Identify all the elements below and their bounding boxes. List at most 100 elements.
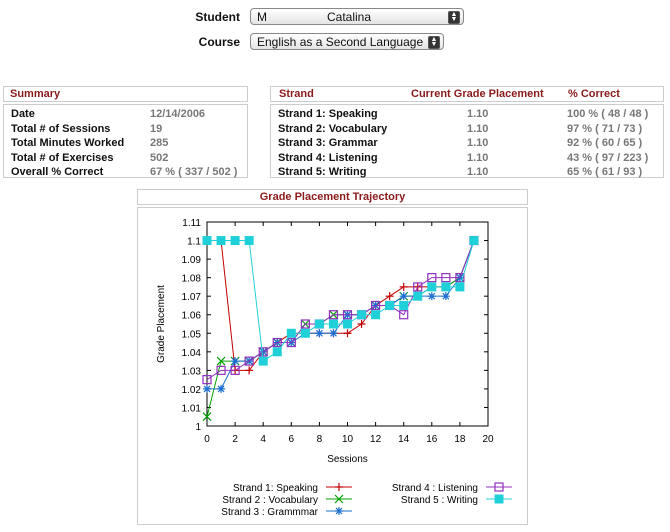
y-tick-label: 1.01 [182,403,202,414]
y-tick-label: 1 [195,422,201,433]
strand-name: Strand 1: Speaking [278,108,378,120]
series-line [206,240,475,417]
strand-pct: 92 % ( 60 / 65 ) [567,137,643,149]
strand-name: Strand 4: Listening [278,151,378,164]
strand-grade: 1.10 [467,166,489,178]
strand-name: Strand 5: Writing [278,166,367,178]
legend-label: Strand 2 : Vocabulary [222,495,318,506]
x-tick-label: 12 [370,434,382,445]
student-name: Catalina [327,10,372,24]
series-5 [202,236,479,366]
y-tick-label: 1.09 [182,255,202,266]
summary-label: Total # of Exercises [11,151,114,164]
data-point [328,319,338,329]
data-point [427,273,437,283]
data-point [314,319,324,329]
summary-header: Summary [3,86,248,102]
data-point [371,300,381,311]
data-point [357,310,367,320]
x-tick-label: 14 [398,434,410,445]
student-initial: M [257,10,267,24]
grade-col-header: Current Grade Placement [411,88,544,100]
course-label: Course [198,35,240,49]
data-point [300,328,310,338]
data-point [258,356,268,366]
data-point [328,310,339,320]
x-tick-label: 2 [232,434,238,445]
x-tick-label: 8 [317,434,323,445]
data-point [230,365,240,375]
y-tick-label: 1.08 [182,274,202,285]
x-tick-label: 16 [426,434,438,445]
data-point [385,300,395,310]
strand-pct: 43 % ( 97 / 223 ) [567,151,649,164]
data-point [399,282,408,291]
y-tick-label: 1.05 [182,329,202,340]
summary-label: Total Minutes Worked [11,137,125,149]
series-line [207,240,475,362]
series-line [207,240,475,371]
summary-label: Date [11,108,35,120]
series-1 [203,236,478,375]
chart-panel [137,207,528,525]
data-point [329,329,338,338]
data-point [343,319,352,329]
strand-pct: 97 % ( 71 / 73 ) [567,122,643,135]
y-tick-label: 1.1 [187,237,201,248]
data-point [455,282,465,292]
data-point [441,273,451,283]
y-tick-label: 1.06 [182,311,202,322]
y-tick-label: 1.02 [182,385,202,396]
legend-item: Strand 2 : Vocabulary [222,494,352,506]
data-point [427,292,436,301]
data-point [230,236,240,246]
strand-grade: 1.10 [467,151,489,164]
x-axis-label: Sessions [327,454,368,465]
x-tick-label: 18 [454,434,466,445]
data-point [244,356,254,366]
course-value: English as a Second Language [257,35,424,49]
data-point [315,329,324,338]
data-point [357,320,366,328]
summary-value: 19 [150,122,163,135]
data-point [427,282,437,292]
data-point [413,282,423,292]
strand-col-header: Strand [279,88,314,100]
series-2 [202,236,479,422]
strand-name: Strand 3: Grammar [278,137,378,149]
data-point [216,356,226,366]
data-point [455,273,465,283]
student-select[interactable]: M Catalina ▲ ▼ [250,8,464,25]
y-tick-label: 1.11 [182,218,201,229]
legend-label: Strand 3 : Grammmar [221,507,318,518]
data-point [286,337,296,348]
data-point [342,310,353,320]
strand-pct: 100 % ( 48 / 48 ) [567,108,649,120]
x-tick-label: 4 [260,434,266,445]
legend-item: Strand 4 : Listening [392,482,512,494]
legend-label: Strand 5 : Writing [401,495,478,506]
updown-arrow-icon: ▲ ▼ [428,36,440,49]
data-point [441,282,451,292]
series-line [206,240,475,381]
strand-grade: 1.10 [467,122,489,135]
data-point [469,236,479,246]
course-select[interactable]: English as a Second Language ▲ ▼ [250,33,444,50]
data-point [441,292,450,301]
student-label: Student [195,10,240,24]
data-point [244,236,254,246]
summary-value: 285 [150,137,169,149]
data-point [399,292,408,301]
summary-value: 12/14/2006 [150,108,206,120]
data-point [272,337,282,348]
chart-header: Grade Placement Trajectory [137,189,528,205]
data-point [258,347,268,357]
data-point [399,310,409,320]
data-point [202,236,212,246]
strand-panel [270,104,664,178]
x-tick-label: 0 [204,434,210,445]
y-tick-label: 1.07 [182,292,202,303]
data-point [413,291,423,301]
data-point [300,319,310,329]
